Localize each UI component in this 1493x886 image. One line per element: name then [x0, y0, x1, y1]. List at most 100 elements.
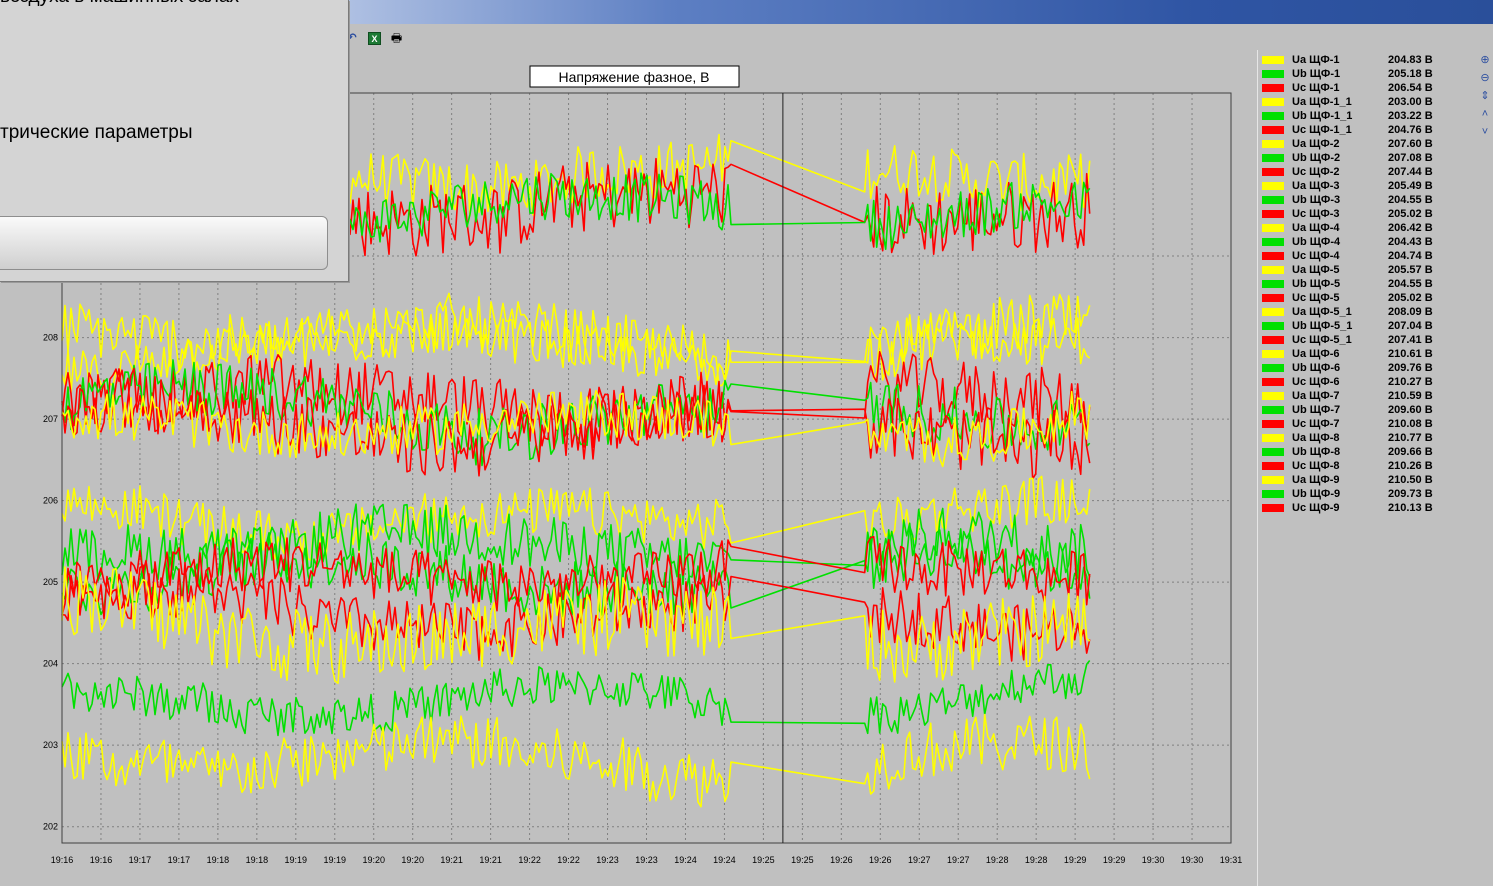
- y-tick-label: 205: [43, 577, 58, 587]
- legend-name: Ua ЩФ-5_1: [1292, 306, 1352, 318]
- legend-swatch: [1262, 154, 1284, 162]
- legend-swatch: [1262, 224, 1284, 232]
- y-tick-label: 206: [43, 496, 58, 506]
- legend-value: 204.55 В: [1388, 278, 1433, 290]
- legend-item[interactable]: Uc ЩФ-1 206.54 В: [1258, 81, 1473, 95]
- legend-value: 210.61 В: [1388, 348, 1433, 360]
- legend-item[interactable]: Ub ЩФ-1 205.18 В: [1258, 67, 1473, 81]
- legend-value: 204.74 В: [1388, 250, 1433, 262]
- scroll-up-icon[interactable]: ˄: [1481, 108, 1489, 120]
- x-tick-label: 19:20: [362, 855, 385, 865]
- legend-item[interactable]: Uc ЩФ-9 210.13 В: [1258, 501, 1473, 515]
- legend-name: Ua ЩФ-2: [1292, 138, 1340, 150]
- legend-item[interactable]: Uc ЩФ-1_1 204.76 В: [1258, 123, 1473, 137]
- legend-name: Ua ЩФ-3: [1292, 180, 1340, 192]
- legend-value: 207.08 В: [1388, 152, 1433, 164]
- legend-item[interactable]: Ua ЩФ-9 210.50 В: [1258, 473, 1473, 487]
- legend-value: 207.41 В: [1388, 334, 1433, 346]
- legend-item[interactable]: Ua ЩФ-8 210.77 В: [1258, 431, 1473, 445]
- undo-icon[interactable]: ↶: [347, 32, 357, 44]
- excel-export-icon[interactable]: X: [368, 32, 381, 45]
- series-line: [61, 389, 1091, 468]
- legend-value: 204.76 В: [1388, 124, 1433, 136]
- legend-swatch: [1262, 308, 1284, 316]
- scroll-down-icon[interactable]: ˅: [1481, 126, 1489, 138]
- x-tick-label: 19:26: [830, 855, 853, 865]
- x-tick-label: 19:21: [440, 855, 463, 865]
- x-tick-label: 19:16: [51, 855, 74, 865]
- legend-name: Uc ЩФ-4: [1292, 250, 1340, 262]
- legend-item[interactable]: Ua ЩФ-4 206.42 В: [1258, 221, 1473, 235]
- legend-swatch: [1262, 252, 1284, 260]
- fit-icon[interactable]: ⇕: [1480, 90, 1490, 102]
- legend-name: Ua ЩФ-4: [1292, 222, 1340, 234]
- legend-item[interactable]: Ua ЩФ-2 207.60 В: [1258, 137, 1473, 151]
- zoom-in-icon[interactable]: ⊕: [1480, 54, 1490, 66]
- legend-value: 204.83 В: [1388, 54, 1433, 66]
- legend-swatch: [1262, 196, 1284, 204]
- x-tick-label: 19:23: [635, 855, 658, 865]
- legend-item[interactable]: Ub ЩФ-1_1 203.22 В: [1258, 109, 1473, 123]
- x-tick-label: 19:25: [752, 855, 775, 865]
- legend-value: 205.49 В: [1388, 180, 1433, 192]
- legend-item[interactable]: Ub ЩФ-6 209.76 В: [1258, 361, 1473, 375]
- legend-swatch: [1262, 336, 1284, 344]
- x-tick-label: 19:30: [1142, 855, 1165, 865]
- legend-item[interactable]: Ua ЩФ-1 204.83 В: [1258, 53, 1473, 67]
- legend-value: 209.66 В: [1388, 446, 1433, 458]
- legend-item[interactable]: Uc ЩФ-5 205.02 В: [1258, 291, 1473, 305]
- legend-value: 210.27 В: [1388, 376, 1433, 388]
- legend-item[interactable]: Ua ЩФ-1_1 203.00 В: [1258, 95, 1473, 109]
- series-line: [61, 713, 1091, 808]
- legend-value: 205.02 В: [1388, 208, 1433, 220]
- print-icon[interactable]: 🖶: [390, 31, 403, 45]
- legend-swatch: [1262, 280, 1284, 288]
- legend-value: 204.43 В: [1388, 236, 1433, 248]
- x-tick-label: 19:19: [324, 855, 347, 865]
- legend-item[interactable]: Uc ЩФ-2 207.44 В: [1258, 165, 1473, 179]
- legend-swatch: [1262, 168, 1284, 176]
- legend-item[interactable]: Uc ЩФ-4 204.74 В: [1258, 249, 1473, 263]
- legend-item[interactable]: Ua ЩФ-3 205.49 В: [1258, 179, 1473, 193]
- legend-item[interactable]: Uc ЩФ-8 210.26 В: [1258, 459, 1473, 473]
- legend-item[interactable]: Uc ЩФ-3 205.02 В: [1258, 207, 1473, 221]
- legend-item[interactable]: Ub ЩФ-4 204.43 В: [1258, 235, 1473, 249]
- legend-value: 203.00 В: [1388, 96, 1433, 108]
- legend-name: Ub ЩФ-1_1: [1292, 110, 1353, 122]
- legend-swatch: [1262, 462, 1284, 470]
- x-tick-label: 19:31: [1220, 855, 1243, 865]
- legend-value: 210.77 В: [1388, 432, 1433, 444]
- legend-item[interactable]: Ub ЩФ-8 209.66 В: [1258, 445, 1473, 459]
- zoom-out-icon[interactable]: ⊖: [1480, 72, 1490, 84]
- legend-item[interactable]: Ub ЩФ-7 209.60 В: [1258, 403, 1473, 417]
- legend-item[interactable]: Uc ЩФ-7 210.08 В: [1258, 417, 1473, 431]
- legend-item[interactable]: Ua ЩФ-5 205.57 В: [1258, 263, 1473, 277]
- series-line: [61, 359, 1091, 467]
- x-tick-label: 19:28: [1025, 855, 1048, 865]
- legend-item[interactable]: Ub ЩФ-9 209.73 В: [1258, 487, 1473, 501]
- series-line: [61, 566, 1091, 685]
- legend-name: Ub ЩФ-3: [1292, 194, 1341, 206]
- legend-item[interactable]: Ub ЩФ-5_1 207.04 В: [1258, 319, 1473, 333]
- legend-item[interactable]: Uc ЩФ-6 210.27 В: [1258, 375, 1473, 389]
- legend-item[interactable]: Ua ЩФ-7 210.59 В: [1258, 389, 1473, 403]
- overlay-button[interactable]: [0, 216, 328, 270]
- x-tick-label: 19:28: [986, 855, 1009, 865]
- legend-swatch: [1262, 140, 1284, 148]
- chart-title: Напряжение фазное, В: [558, 69, 709, 85]
- legend-value: 206.54 В: [1388, 82, 1433, 94]
- x-tick-label: 19:24: [674, 855, 697, 865]
- legend-name: Ub ЩФ-7: [1292, 404, 1341, 416]
- x-tick-label: 19:18: [246, 855, 269, 865]
- legend-item[interactable]: Ub ЩФ-5 204.55 В: [1258, 277, 1473, 291]
- chart-title-box: Напряжение фазное, В: [529, 65, 740, 88]
- legend-item[interactable]: Ub ЩФ-3 204.55 В: [1258, 193, 1473, 207]
- legend-name: Ub ЩФ-9: [1292, 488, 1341, 500]
- legend-item[interactable]: Ua ЩФ-6 210.61 В: [1258, 347, 1473, 361]
- x-tick-label: 19:22: [518, 855, 541, 865]
- legend-name: Uc ЩФ-6: [1292, 376, 1340, 388]
- legend-item[interactable]: Uc ЩФ-5_1 207.41 В: [1258, 333, 1473, 347]
- legend-item[interactable]: Ua ЩФ-5_1 208.09 В: [1258, 305, 1473, 319]
- legend-swatch: [1262, 350, 1284, 358]
- legend-item[interactable]: Ub ЩФ-2 207.08 В: [1258, 151, 1473, 165]
